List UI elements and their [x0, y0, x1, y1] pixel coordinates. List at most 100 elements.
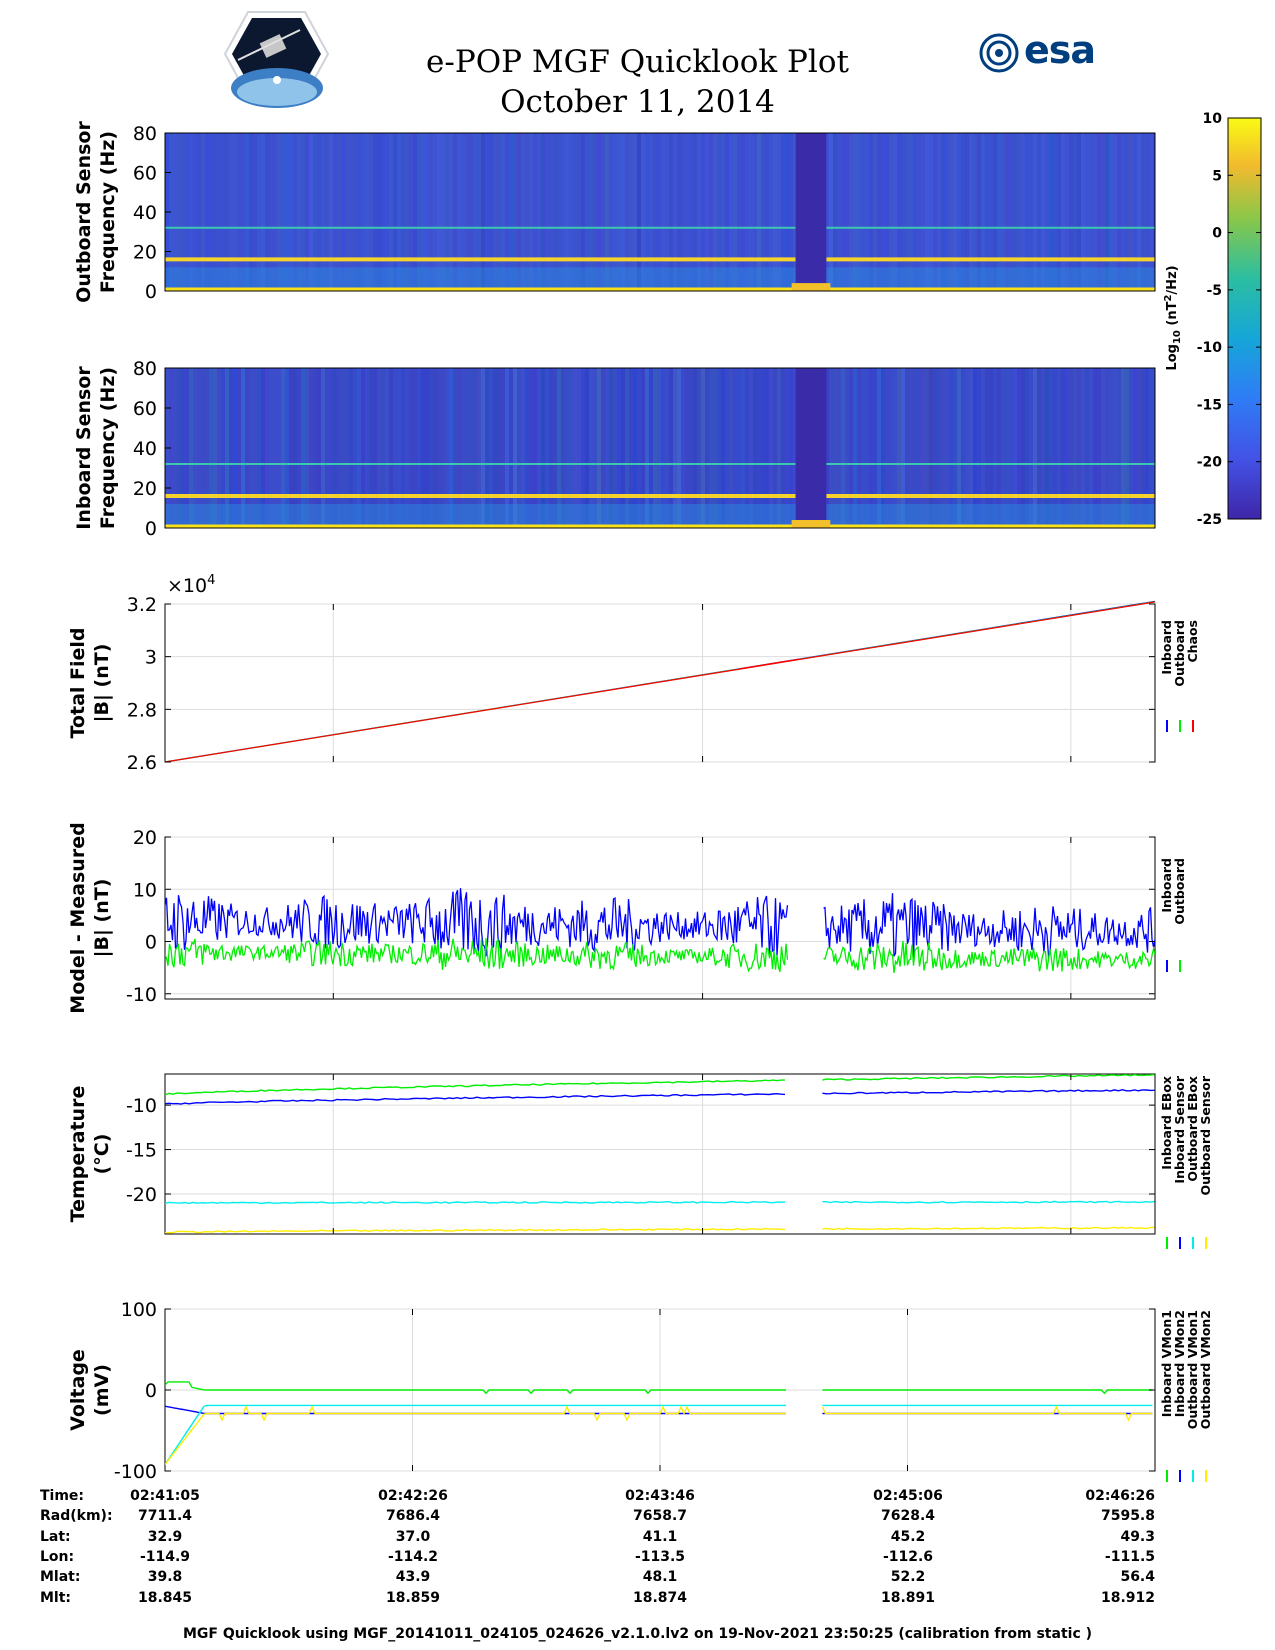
spectrogram-cell	[377, 133, 381, 291]
spectrogram-cell	[569, 368, 573, 528]
spectrogram-cell	[761, 368, 765, 528]
spectrogram-cell	[769, 368, 773, 528]
spectrogram-cell	[605, 133, 609, 291]
spectrogram-cell	[617, 133, 621, 291]
spectrogram-cell	[853, 133, 857, 291]
spectrogram-cell	[689, 368, 693, 528]
spectrogram-cell	[501, 368, 505, 528]
spectrogram-cell	[877, 368, 881, 528]
spectrogram-cell	[345, 133, 349, 291]
spectrogram-cell	[1093, 133, 1097, 291]
spectrogram-cell	[833, 133, 837, 291]
spectrogram-cell	[985, 133, 989, 291]
spectrogram-cell	[297, 368, 301, 528]
spectrogram-cell	[837, 368, 841, 528]
spectrogram-cell	[545, 368, 549, 528]
spectrogram-cell	[649, 133, 653, 291]
spectrogram-cell	[537, 133, 541, 291]
spectrogram-cell	[177, 368, 181, 528]
spectrogram-cell	[549, 368, 553, 528]
y-tick-label: -15	[126, 1140, 157, 1162]
spectrogram-cell	[1105, 133, 1109, 291]
spectrogram-cell	[181, 368, 185, 528]
spectrogram-cell	[405, 368, 409, 528]
spectrogram-cell	[577, 368, 581, 528]
spectrogram-cell	[217, 133, 221, 291]
y-axis-label: Total Field |B| (nT)	[67, 627, 113, 738]
spectrogram-cell	[953, 368, 957, 528]
spectrogram-cell	[789, 133, 793, 291]
spectrogram-cell	[645, 368, 649, 528]
spectrogram-cell	[1021, 368, 1025, 528]
spectrogram-cell	[1097, 133, 1101, 291]
spectrogram-cell	[1113, 368, 1117, 528]
spectrogram-cell	[665, 368, 669, 528]
ephemeris-value: -113.5	[635, 1549, 685, 1565]
spectrogram-cell	[993, 368, 997, 528]
spectrogram-cell	[1125, 368, 1129, 528]
spectrogram-cell	[509, 368, 513, 528]
spectrogram-cell	[317, 368, 321, 528]
spectrogram-cell	[849, 133, 853, 291]
spectrogram-cell	[341, 133, 345, 291]
spectrogram-cell	[1125, 133, 1129, 291]
spectrogram-cell	[257, 133, 261, 291]
spectrogram-cell	[629, 133, 633, 291]
spectrogram-cell	[593, 368, 597, 528]
residual-series	[165, 938, 789, 973]
spectrogram-cell	[309, 368, 313, 528]
temperature-series	[165, 1227, 786, 1234]
y-tick-label: 2.8	[127, 699, 157, 721]
y-tick-label: 60	[133, 163, 157, 185]
spectrogram-cell	[725, 368, 729, 528]
spectrogram-cell	[709, 368, 713, 528]
spectrogram-cell	[529, 368, 533, 528]
spectrogram-cell	[521, 133, 525, 291]
spectrogram-cell	[1133, 133, 1137, 291]
spectrogram-cell	[949, 368, 953, 528]
y-tick-label: 40	[133, 438, 157, 460]
ephemeris-value: 32.9	[148, 1529, 183, 1545]
spectrogram-cell	[313, 368, 317, 528]
spectrogram-cell	[641, 368, 645, 528]
spectrogram-cell	[693, 368, 697, 528]
spectrogram-cell	[973, 368, 977, 528]
spectrogram-cell	[473, 368, 477, 528]
spectrogram-cell	[1049, 368, 1053, 528]
spectrogram-cell	[677, 368, 681, 528]
legend-label: Inboard VMon1	[1159, 1310, 1174, 1417]
spectrogram-cell	[233, 133, 237, 291]
spectrogram-cell	[993, 133, 997, 291]
spectrogram-cell	[829, 368, 833, 528]
spectrogram-cell	[337, 133, 341, 291]
spectrogram-cell	[541, 368, 545, 528]
voltage-series	[821, 1405, 1153, 1422]
spectrogram-cell	[333, 133, 337, 291]
spectrogram-cell	[201, 133, 205, 291]
spectrogram-cell	[1089, 368, 1093, 528]
spectrogram-cell	[657, 133, 661, 291]
spectrogram-cell	[449, 368, 453, 528]
spectrogram-cell	[773, 133, 777, 291]
spectrogram-cell	[1113, 133, 1117, 291]
spectrogram-cell	[1017, 368, 1021, 528]
temperature-series	[822, 1074, 1155, 1081]
residual-series	[823, 940, 1155, 973]
spectrogram-cell	[1077, 368, 1081, 528]
spectrogram-cell	[253, 368, 257, 528]
spectrogram-cell	[721, 133, 725, 291]
spectrogram-cell	[333, 368, 337, 528]
spectrogram-cell	[257, 368, 261, 528]
ephemeris-row-label: Lat:	[40, 1529, 71, 1545]
spectrogram-cell	[745, 368, 749, 528]
spectrogram-cell	[281, 368, 285, 528]
spectrogram-cell	[893, 368, 897, 528]
spectrogram-cell	[861, 368, 865, 528]
spectrogram-cell	[261, 368, 265, 528]
spectrogram-cell	[929, 368, 933, 528]
voltage-series	[165, 1381, 786, 1395]
residual-series	[165, 888, 789, 957]
spectrogram-cell	[445, 133, 449, 291]
footer-caption: MGF Quicklook using MGF_20141011_024105_…	[182, 1626, 1093, 1642]
spectrogram-cell	[873, 133, 877, 291]
